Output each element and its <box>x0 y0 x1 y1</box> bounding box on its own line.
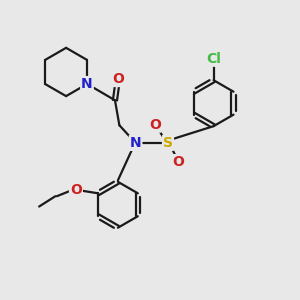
Text: S: S <box>163 136 173 150</box>
Text: N: N <box>81 77 93 91</box>
Text: O: O <box>112 72 124 86</box>
Text: O: O <box>172 155 184 169</box>
Text: N: N <box>130 136 141 150</box>
Text: O: O <box>149 118 161 132</box>
Text: O: O <box>70 183 82 197</box>
Text: Cl: Cl <box>206 52 221 66</box>
